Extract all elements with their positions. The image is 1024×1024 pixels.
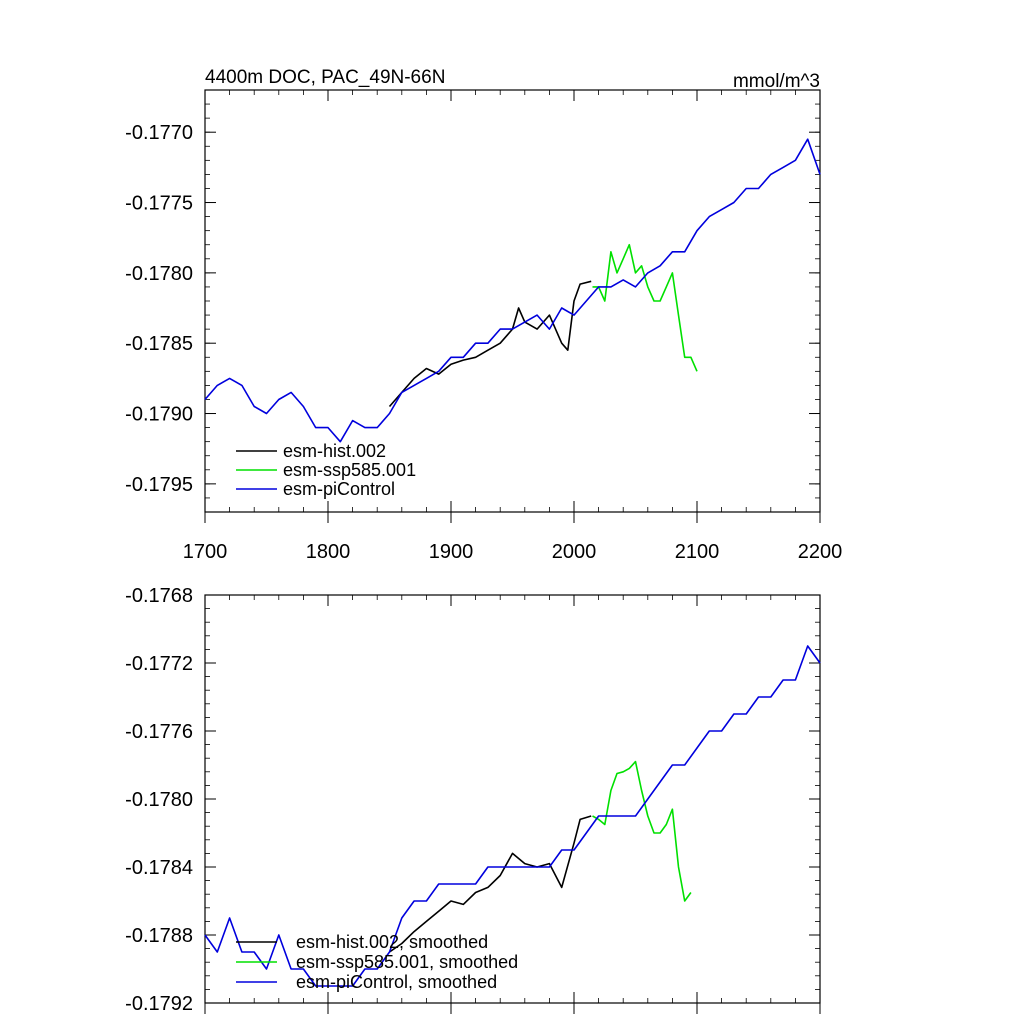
chart-1-xtick-label: 2100 [675,541,720,563]
chart-1-series-line-1 [388,280,592,408]
chart-1-ytick-label: -0.1785 [125,333,193,355]
chart-2-legend-label-2: esm-ssp585.001, smoothed [296,952,518,972]
chart-1-xtick-label: 2000 [552,541,597,563]
chart-1-ytick-label: -0.1775 [125,193,193,215]
chart-1-ytick-label: -0.1790 [125,404,193,426]
chart-2-ytick-label: -0.1788 [125,925,193,947]
chart-1-ytick-label: -0.1770 [125,122,193,144]
chart-2-series-line-3 [204,645,821,987]
chart-2-legend-label-1: esm-hist.002, smoothed [296,932,488,952]
chart-1-legend-label-1: esm-hist.002 [283,441,386,461]
chart-2-legend-label-3: esm-piControl, smoothed [296,972,497,992]
chart-1-legend-label-2: esm-ssp585.001 [283,460,416,480]
chart-2-ytick-label: -0.1792 [125,993,193,1015]
chart-2-ytick-label: -0.1772 [125,653,193,675]
chart-1-xtick-label: 1700 [183,541,228,563]
chart-2-ytick-label: -0.1768 [125,585,193,607]
chart-1-units-label: mmol/m^3 [733,71,820,92]
chart-1-ytick-label: -0.1795 [125,474,193,496]
chart-2-series-line-1 [389,815,592,953]
chart-2-ytick-label: -0.1780 [125,789,193,811]
chart-1-xtick-label: 2200 [798,541,843,563]
chart-1-legend-label-3: esm-piControl [283,479,395,499]
chart-2-ytick-label: -0.1776 [125,721,193,743]
chart-1-title: 4400m DOC, PAC_49N-66N [205,67,445,88]
chart-1-ytick-label: -0.1780 [125,263,193,285]
chart-1-series-line-2 [592,243,698,372]
chart-1-xtick-label: 1800 [306,541,351,563]
chart-2-ytick-label: -0.1784 [125,857,193,879]
chart-2-series-line-2 [592,760,692,902]
chart-1-xtick-label: 1900 [429,541,474,563]
chart-1-series-line-3 [204,138,821,443]
